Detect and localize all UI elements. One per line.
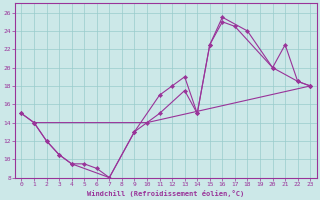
X-axis label: Windchill (Refroidissement éolien,°C): Windchill (Refroidissement éolien,°C) <box>87 190 244 197</box>
